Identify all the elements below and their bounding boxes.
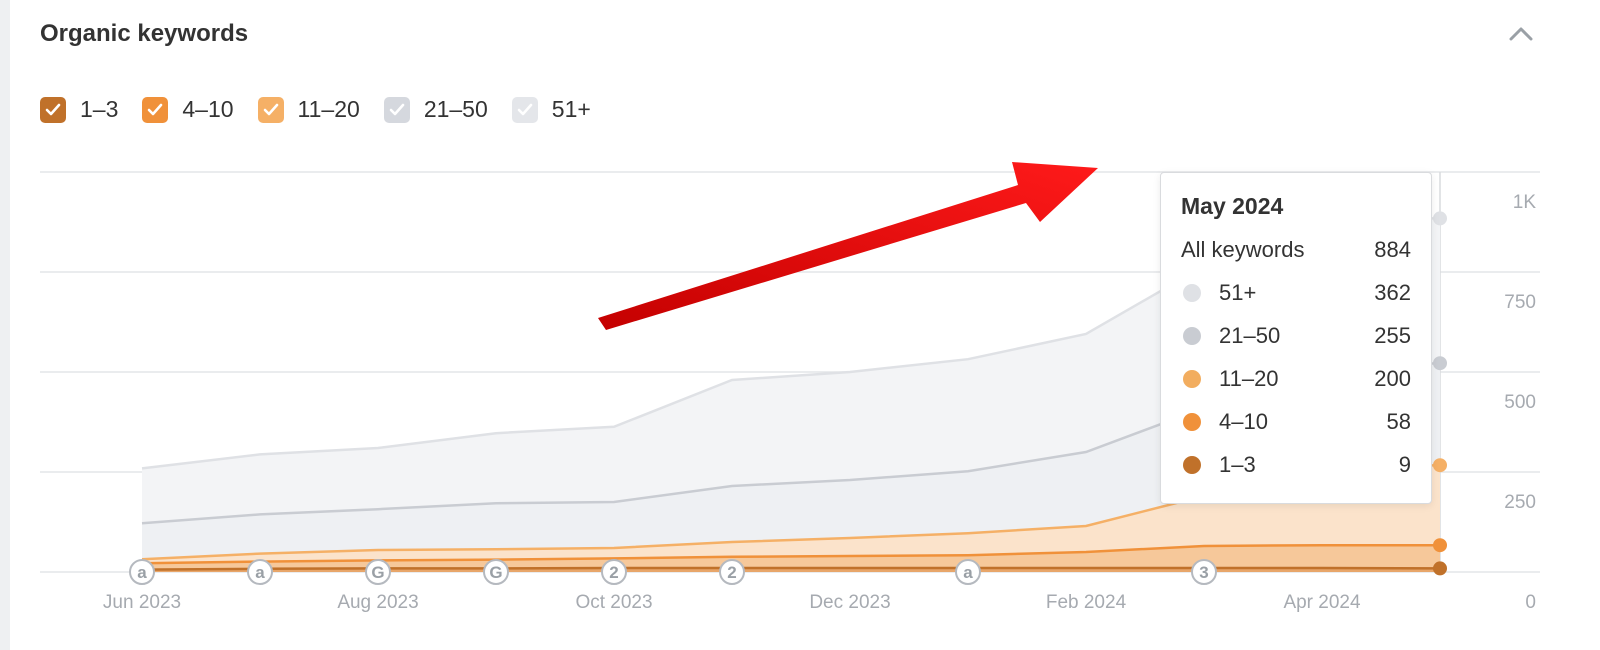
legend-item-11-20[interactable]: 11–20 bbox=[257, 96, 360, 123]
y-tick-label: 250 bbox=[1504, 492, 1536, 513]
tooltip-total-label: All keywords bbox=[1181, 237, 1305, 262]
tooltip-row-1-3: 1–3 9 bbox=[1181, 452, 1411, 482]
x-tick-label: Feb 2024 bbox=[1046, 592, 1127, 613]
event-marker[interactable]: 3 bbox=[1191, 559, 1217, 585]
legend-label: 4–10 bbox=[182, 96, 234, 122]
series-end-point bbox=[1433, 561, 1447, 576]
tooltip-row-label: 21–50 bbox=[1219, 323, 1281, 348]
tooltip-row-value: 9 bbox=[1398, 452, 1411, 477]
event-marker[interactable]: a bbox=[247, 559, 273, 585]
tooltip-row-11-20: 11–20 200 bbox=[1181, 366, 1411, 396]
checkbox-icon[interactable] bbox=[511, 96, 538, 123]
x-tick-label: Dec 2023 bbox=[809, 592, 890, 613]
tooltip-total-row: All keywords 884 bbox=[1181, 237, 1411, 267]
event-marker[interactable]: 2 bbox=[719, 559, 745, 585]
series-area bbox=[142, 218, 1440, 524]
tooltip-row-51-plus: 51+ 362 bbox=[1181, 280, 1411, 310]
x-tick-label: Apr 2024 bbox=[1283, 592, 1361, 613]
tooltip-row-label: 4–10 bbox=[1219, 409, 1268, 434]
event-marker[interactable]: a bbox=[955, 559, 981, 585]
series-area bbox=[142, 465, 1440, 564]
tooltip-row-value: 200 bbox=[1374, 366, 1411, 391]
checkbox-icon[interactable] bbox=[40, 96, 66, 123]
event-marker-label: a bbox=[963, 563, 973, 582]
event-marker-label: 2 bbox=[727, 563, 736, 582]
collapse-chevron-icon[interactable] bbox=[1505, 18, 1537, 50]
event-marker-label: G bbox=[489, 563, 502, 582]
event-marker-label: 3 bbox=[1199, 563, 1208, 582]
series-dot-icon bbox=[1183, 327, 1201, 345]
x-tick-label: Oct 2023 bbox=[575, 592, 652, 613]
legend-label: 21–50 bbox=[423, 96, 488, 122]
tooltip-row-label: 1–3 bbox=[1219, 452, 1256, 477]
series-end-point bbox=[1433, 211, 1447, 226]
series-dot-icon bbox=[1183, 456, 1201, 474]
event-marker[interactable]: G bbox=[365, 559, 391, 585]
tooltip-title: May 2024 bbox=[1181, 193, 1284, 219]
checkbox-icon[interactable] bbox=[142, 96, 169, 123]
series-area bbox=[142, 363, 1440, 560]
event-marker[interactable]: G bbox=[483, 559, 509, 585]
series-dot-icon bbox=[1183, 370, 1201, 388]
legend-label: 1–3 bbox=[80, 96, 119, 122]
checkbox-icon[interactable] bbox=[257, 96, 284, 123]
series-end-point bbox=[1433, 356, 1447, 371]
tooltip-row-value: 362 bbox=[1374, 280, 1411, 305]
legend-item-1-3[interactable]: 1–3 bbox=[40, 96, 118, 123]
legend-item-21-50[interactable]: 21–50 bbox=[383, 96, 488, 123]
tooltip-row-21-50: 21–50 255 bbox=[1181, 323, 1411, 353]
event-marker[interactable]: a bbox=[129, 559, 155, 585]
event-marker-label: G bbox=[371, 563, 384, 582]
legend-label: 51+ bbox=[551, 96, 591, 122]
legend-item-51-plus[interactable]: 51+ bbox=[511, 96, 591, 123]
legend-item-4-10[interactable]: 4–10 bbox=[142, 96, 234, 123]
series-line bbox=[141, 566, 1441, 571]
tooltip-row-label: 11–20 bbox=[1219, 366, 1279, 391]
event-marker-label: 2 bbox=[609, 563, 618, 582]
event-marker[interactable]: 2 bbox=[601, 559, 627, 585]
y-tick-label: 1K bbox=[1513, 192, 1537, 213]
x-tick-label: Aug 2023 bbox=[337, 592, 418, 613]
card-title: Organic keywords bbox=[40, 20, 249, 47]
tooltip-row-label: 51+ bbox=[1219, 280, 1257, 305]
series-line bbox=[141, 543, 1440, 565]
series-dot-icon bbox=[1183, 284, 1201, 302]
series-dot-icon bbox=[1183, 413, 1201, 431]
x-tick-label: Jun 2023 bbox=[103, 592, 181, 613]
legend-label: 11–20 bbox=[297, 96, 360, 122]
trend-arrow-icon bbox=[598, 162, 1098, 330]
checkbox-icon[interactable] bbox=[383, 96, 410, 123]
y-tick-label: 750 bbox=[1504, 292, 1536, 313]
event-marker-label: a bbox=[137, 563, 147, 582]
y-tick-label: 0 bbox=[1525, 592, 1536, 613]
y-tick-label: 500 bbox=[1504, 392, 1536, 413]
tooltip-row-value: 255 bbox=[1374, 323, 1411, 348]
chart-legend: 1–3 4–10 11–20 21–50 51+ bbox=[40, 96, 615, 123]
tooltip-row-4-10: 4–10 58 bbox=[1181, 409, 1411, 439]
series-end-point bbox=[1433, 458, 1447, 473]
event-marker-label: a bbox=[255, 563, 265, 582]
tooltip-row-value: 58 bbox=[1386, 409, 1411, 434]
series-end-point bbox=[1433, 538, 1447, 553]
chart-tooltip: May 2024 All keywords 884 51+ 362 21–50 … bbox=[1160, 172, 1432, 504]
tooltip-total-value: 884 bbox=[1374, 237, 1411, 262]
